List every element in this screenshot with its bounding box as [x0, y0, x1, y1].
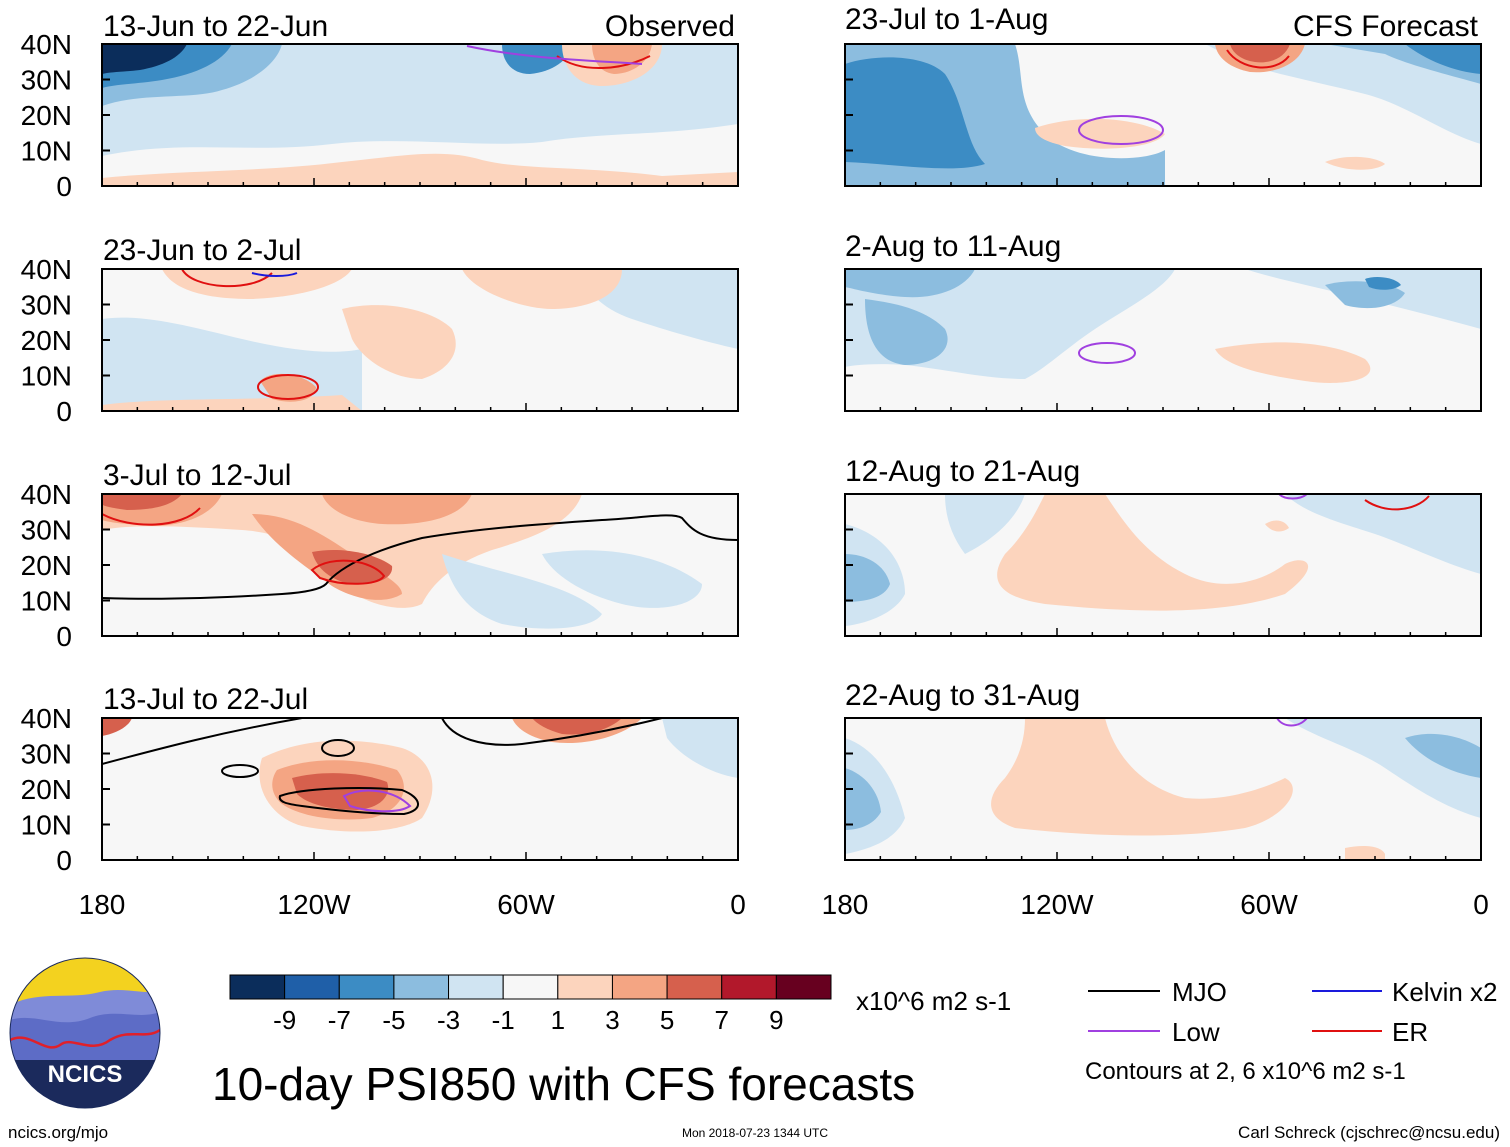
y-tick-label: 40N	[21, 254, 72, 285]
y-tick-label: 20N	[21, 550, 72, 581]
logo-text: NCICS	[48, 1061, 123, 1088]
y-tick-label: 0	[56, 396, 72, 427]
footer-url: ncics.org/mjo	[8, 1123, 108, 1142]
panel-obs-2: 23-Jun to 2-Jul	[101, 234, 739, 412]
y-tick-label: 40N	[21, 703, 72, 734]
colorbar-label: 3	[605, 1005, 619, 1035]
panel-obs-1-title: 13-Jun to 22-Jun	[103, 10, 328, 43]
x-tick-label: 120W	[277, 889, 351, 920]
colorbar-label: -5	[382, 1005, 405, 1035]
x-tick-label: 0	[730, 889, 746, 920]
panel-fcst-4-title: 22-Aug to 31-Aug	[845, 679, 1080, 712]
colorbar-label: 1	[551, 1005, 565, 1035]
colorbar-swatch	[448, 974, 504, 1000]
footer-author: Carl Schreck (cjschrec@ncsu.edu)	[1238, 1123, 1500, 1142]
panel-obs-2-map	[101, 268, 739, 412]
panel-obs-3-title: 3-Jul to 12-Jul	[103, 459, 291, 492]
footer-timestamp: Mon 2018-07-23 1344 UTC	[682, 1126, 828, 1140]
colorbar-swatch	[721, 974, 777, 1000]
colorbar-swatch	[393, 974, 450, 1000]
ncics-logo: NCICS	[9, 957, 161, 1109]
y-tick-label: 10N	[21, 361, 72, 392]
y-tick-label: 0	[56, 171, 72, 202]
panel-obs-1: 13-Jun to 22-Jun Observed	[101, 10, 739, 187]
panel-fcst-3: 12-Aug to 21-Aug	[844, 455, 1482, 637]
panel-fcst-2-map	[844, 268, 1482, 412]
panel-fcst-1-title: 23-Jul to 1-Aug	[845, 3, 1048, 36]
colorbar-swatch	[284, 974, 340, 1000]
x-tick-label: 180	[822, 889, 869, 920]
colorbar-swatch	[666, 974, 723, 1000]
panel-fcst-4-map	[844, 717, 1482, 861]
legend-kelvin-label: Kelvin x2	[1392, 977, 1498, 1007]
x-tick-label: 120W	[1020, 889, 1094, 920]
colorbar-label: -3	[437, 1005, 460, 1035]
panel-fcst-2: 2-Aug to 11-Aug	[844, 230, 1482, 412]
y-tick-label: 20N	[21, 100, 72, 131]
y-tick-label: 20N	[21, 325, 72, 356]
main-title: 10-day PSI850 with CFS forecasts	[212, 1058, 915, 1110]
colorbar-swatch	[557, 974, 613, 1000]
x-tick-label: 60W	[497, 889, 555, 920]
colorbar-label: 9	[769, 1005, 783, 1035]
legend-low-label: Low	[1172, 1017, 1220, 1047]
panel-obs-3: 3-Jul to 12-Jul	[101, 459, 739, 637]
y-tick-label: 30N	[21, 739, 72, 770]
colorbar-label: -1	[492, 1005, 515, 1035]
y-tick-label: 40N	[21, 29, 72, 60]
x-tick-label: 60W	[1240, 889, 1298, 920]
panel-fcst-1-map	[844, 43, 1482, 187]
colorbar-label: -9	[273, 1005, 296, 1035]
x-tick-label: 180	[79, 889, 126, 920]
colorbar-swatch	[502, 974, 559, 1000]
panel-obs-3-map	[101, 493, 739, 637]
y-tick-label: 30N	[21, 515, 72, 546]
axis-labels: 40N 30N 20N 10N 0 40N 30N 20N 10N 0 40N 30N 20N 10N 0 4…	[21, 29, 1489, 920]
colorbar-label: 7	[714, 1005, 728, 1035]
contour-note: Contours at 2, 6 x10^6 m2 s-1	[1085, 1058, 1406, 1085]
y-tick-label: 20N	[21, 774, 72, 805]
colorbar-swatch	[775, 974, 832, 1000]
colorbar: -9 -7 -5 -3 -1 1 3 5 7 9	[229, 974, 832, 1035]
legend: MJO Kelvin x2 Low ER Contours at 2, 6 x1…	[1085, 977, 1498, 1085]
colorbar-label: -7	[328, 1005, 351, 1035]
legend-er-label: ER	[1392, 1017, 1428, 1047]
panel-fcst-4: 22-Aug to 31-Aug	[844, 679, 1482, 861]
panel-obs-2-title: 23-Jun to 2-Jul	[103, 234, 301, 267]
colorbar-label: 5	[660, 1005, 674, 1035]
panel-obs-1-map	[101, 43, 739, 187]
y-tick-label: 0	[56, 845, 72, 876]
panel-fcst-2-title: 2-Aug to 11-Aug	[845, 230, 1061, 263]
colorbar-swatch	[229, 974, 286, 1000]
colorbar-swatch	[611, 974, 668, 1000]
y-tick-label: 10N	[21, 586, 72, 617]
y-tick-label: 30N	[21, 290, 72, 321]
y-tick-label: 10N	[21, 136, 72, 167]
panel-obs-4-title: 13-Jul to 22-Jul	[103, 683, 308, 716]
panel-fcst-3-title: 12-Aug to 21-Aug	[845, 455, 1080, 488]
panel-fcst-3-map	[844, 493, 1482, 637]
y-tick-label: 0	[56, 621, 72, 652]
panel-obs-4: 13-Jul to 22-Jul	[101, 683, 739, 861]
x-tick-label: 0	[1473, 889, 1489, 920]
colorbar-units: x10^6 m2 s-1	[856, 986, 1011, 1016]
panel-obs-4-map	[101, 717, 739, 861]
y-tick-label: 10N	[21, 810, 72, 841]
cfs-forecast-label: CFS Forecast	[1293, 10, 1479, 43]
legend-mjo-label: MJO	[1172, 977, 1227, 1007]
y-tick-label: 40N	[21, 479, 72, 510]
panel-fcst-1: 23-Jul to 1-Aug CFS Forecast	[844, 3, 1482, 187]
y-tick-label: 30N	[21, 65, 72, 96]
colorbar-swatch	[338, 974, 395, 1000]
observed-label: Observed	[605, 10, 735, 43]
